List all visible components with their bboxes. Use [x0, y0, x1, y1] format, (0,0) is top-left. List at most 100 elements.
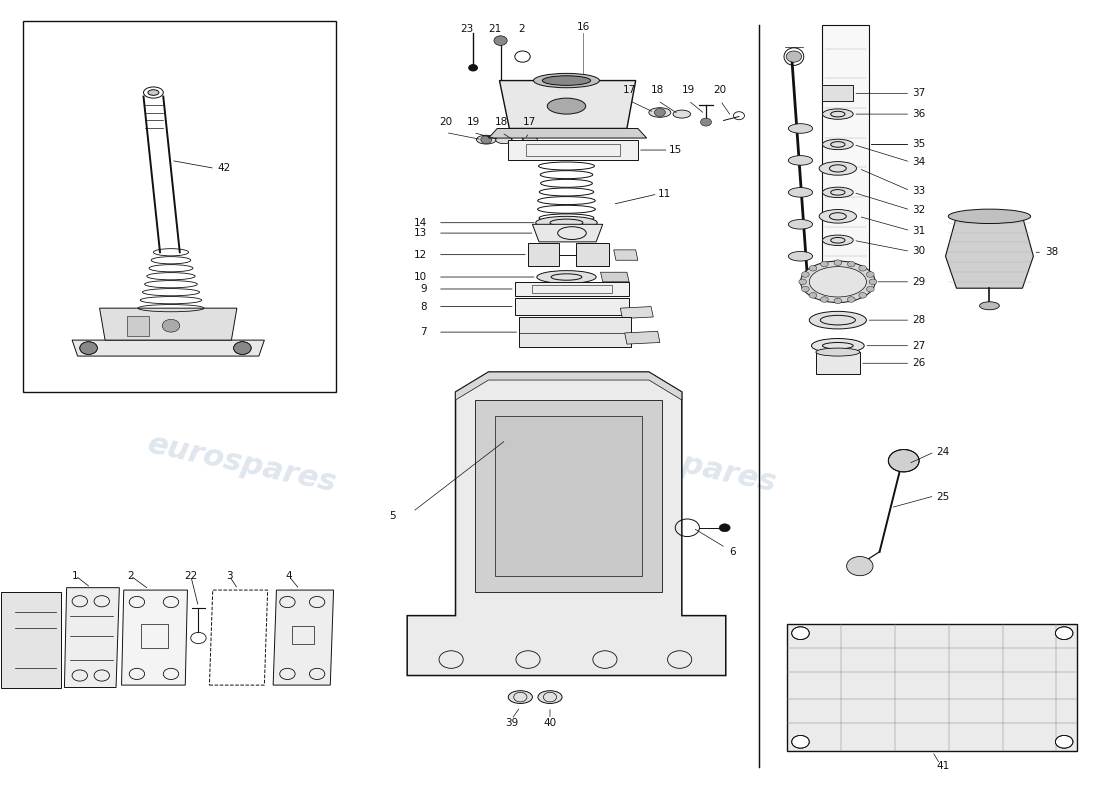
Polygon shape [614, 250, 638, 260]
Text: 7: 7 [420, 327, 427, 337]
Circle shape [834, 260, 842, 266]
Circle shape [821, 297, 828, 302]
Polygon shape [601, 272, 629, 282]
Ellipse shape [810, 311, 867, 329]
Circle shape [799, 279, 806, 285]
Text: 24: 24 [937, 447, 950, 457]
Circle shape [847, 262, 855, 267]
Ellipse shape [508, 690, 532, 703]
Circle shape [859, 293, 867, 298]
Text: 17: 17 [623, 85, 636, 95]
Ellipse shape [823, 109, 854, 119]
Text: 12: 12 [414, 250, 427, 260]
Text: 32: 32 [913, 205, 926, 215]
Polygon shape [625, 331, 660, 344]
Circle shape [859, 266, 867, 271]
Circle shape [869, 279, 877, 285]
Text: 5: 5 [389, 510, 396, 521]
Text: 37: 37 [913, 88, 926, 98]
Text: eurospares: eurospares [584, 430, 779, 498]
Polygon shape [499, 81, 636, 129]
Text: 20: 20 [439, 117, 452, 127]
Text: 2: 2 [518, 24, 525, 34]
Text: 34: 34 [913, 157, 926, 167]
Ellipse shape [496, 136, 513, 144]
Ellipse shape [789, 124, 813, 134]
Text: 18: 18 [495, 117, 508, 127]
Ellipse shape [534, 74, 600, 88]
Circle shape [469, 65, 477, 71]
Ellipse shape [789, 251, 813, 261]
Polygon shape [532, 224, 603, 242]
Ellipse shape [948, 209, 1031, 223]
Circle shape [847, 557, 873, 576]
Text: 19: 19 [682, 85, 695, 95]
Polygon shape [620, 306, 653, 318]
Circle shape [494, 36, 507, 46]
Bar [475, 400, 662, 592]
Text: 17: 17 [522, 117, 536, 127]
Circle shape [802, 272, 810, 278]
Circle shape [1055, 627, 1072, 639]
Text: 21: 21 [488, 24, 502, 34]
Text: 40: 40 [543, 718, 557, 729]
Ellipse shape [820, 162, 857, 175]
Text: 8: 8 [420, 302, 427, 311]
Ellipse shape [542, 76, 591, 86]
Text: 33: 33 [913, 186, 926, 196]
Bar [816, 352, 860, 374]
Text: 10: 10 [414, 272, 427, 282]
Text: 30: 30 [913, 246, 926, 257]
Polygon shape [455, 372, 682, 400]
Circle shape [821, 262, 828, 267]
Text: 42: 42 [217, 163, 230, 174]
Ellipse shape [810, 266, 867, 297]
Ellipse shape [980, 302, 999, 310]
Text: 9: 9 [420, 284, 427, 294]
Ellipse shape [789, 156, 813, 166]
Ellipse shape [476, 135, 496, 144]
Text: 16: 16 [576, 22, 590, 32]
Bar [495, 416, 642, 576]
Ellipse shape [820, 210, 857, 223]
Ellipse shape [673, 110, 691, 118]
Text: 41: 41 [937, 761, 950, 770]
Ellipse shape [524, 136, 538, 143]
Text: 6: 6 [729, 546, 736, 557]
Ellipse shape [789, 219, 813, 229]
Polygon shape [508, 140, 638, 161]
Polygon shape [488, 129, 647, 138]
Circle shape [792, 735, 810, 748]
Text: 28: 28 [913, 315, 926, 325]
Bar [823, 86, 854, 102]
Ellipse shape [789, 187, 813, 197]
Ellipse shape [823, 187, 854, 198]
Text: 20: 20 [714, 85, 727, 95]
Text: 38: 38 [1045, 247, 1058, 258]
Text: 26: 26 [913, 358, 926, 368]
Ellipse shape [537, 270, 596, 283]
Text: 22: 22 [184, 570, 197, 581]
Text: 3: 3 [226, 570, 232, 581]
Circle shape [1055, 735, 1072, 748]
Circle shape [786, 51, 802, 62]
Circle shape [867, 286, 875, 292]
Ellipse shape [538, 690, 562, 703]
Circle shape [847, 297, 855, 302]
Text: 1: 1 [73, 570, 79, 581]
Polygon shape [73, 340, 264, 356]
Text: 15: 15 [669, 145, 682, 155]
Text: 4: 4 [285, 570, 292, 581]
Ellipse shape [801, 261, 876, 302]
Polygon shape [1, 592, 62, 687]
Circle shape [792, 627, 810, 639]
Bar [292, 626, 313, 643]
Bar [532, 285, 612, 293]
Circle shape [701, 118, 712, 126]
Polygon shape [823, 25, 869, 280]
Polygon shape [946, 216, 1033, 288]
Text: 18: 18 [651, 85, 664, 95]
Polygon shape [515, 298, 629, 315]
Ellipse shape [816, 348, 860, 356]
Text: 23: 23 [460, 24, 473, 34]
